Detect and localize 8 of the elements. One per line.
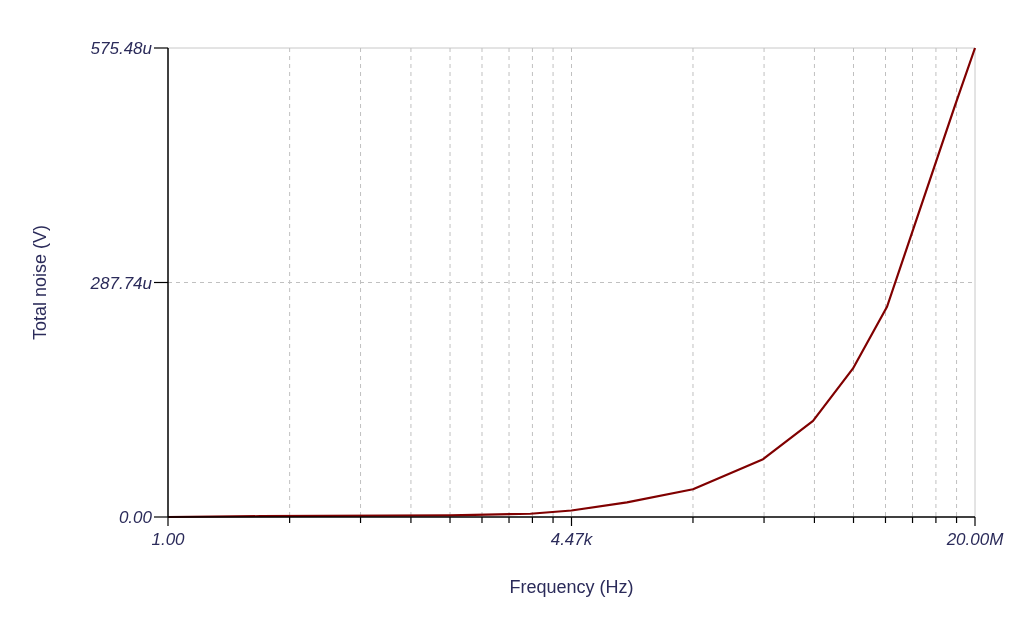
y-tick-label: 287.74u (89, 273, 153, 293)
x-tick-label: 1.00 (151, 530, 186, 549)
y-tick-label: 575.48u (90, 39, 153, 58)
x-axis-title: Frequency (Hz) (509, 577, 634, 597)
x-tick-label: 4.47k (550, 530, 594, 549)
y-tick-label: 0.00 (118, 508, 153, 527)
x-tick-label: 20.00M (945, 530, 1005, 549)
y-axis-title: Total noise (V) (30, 224, 50, 341)
